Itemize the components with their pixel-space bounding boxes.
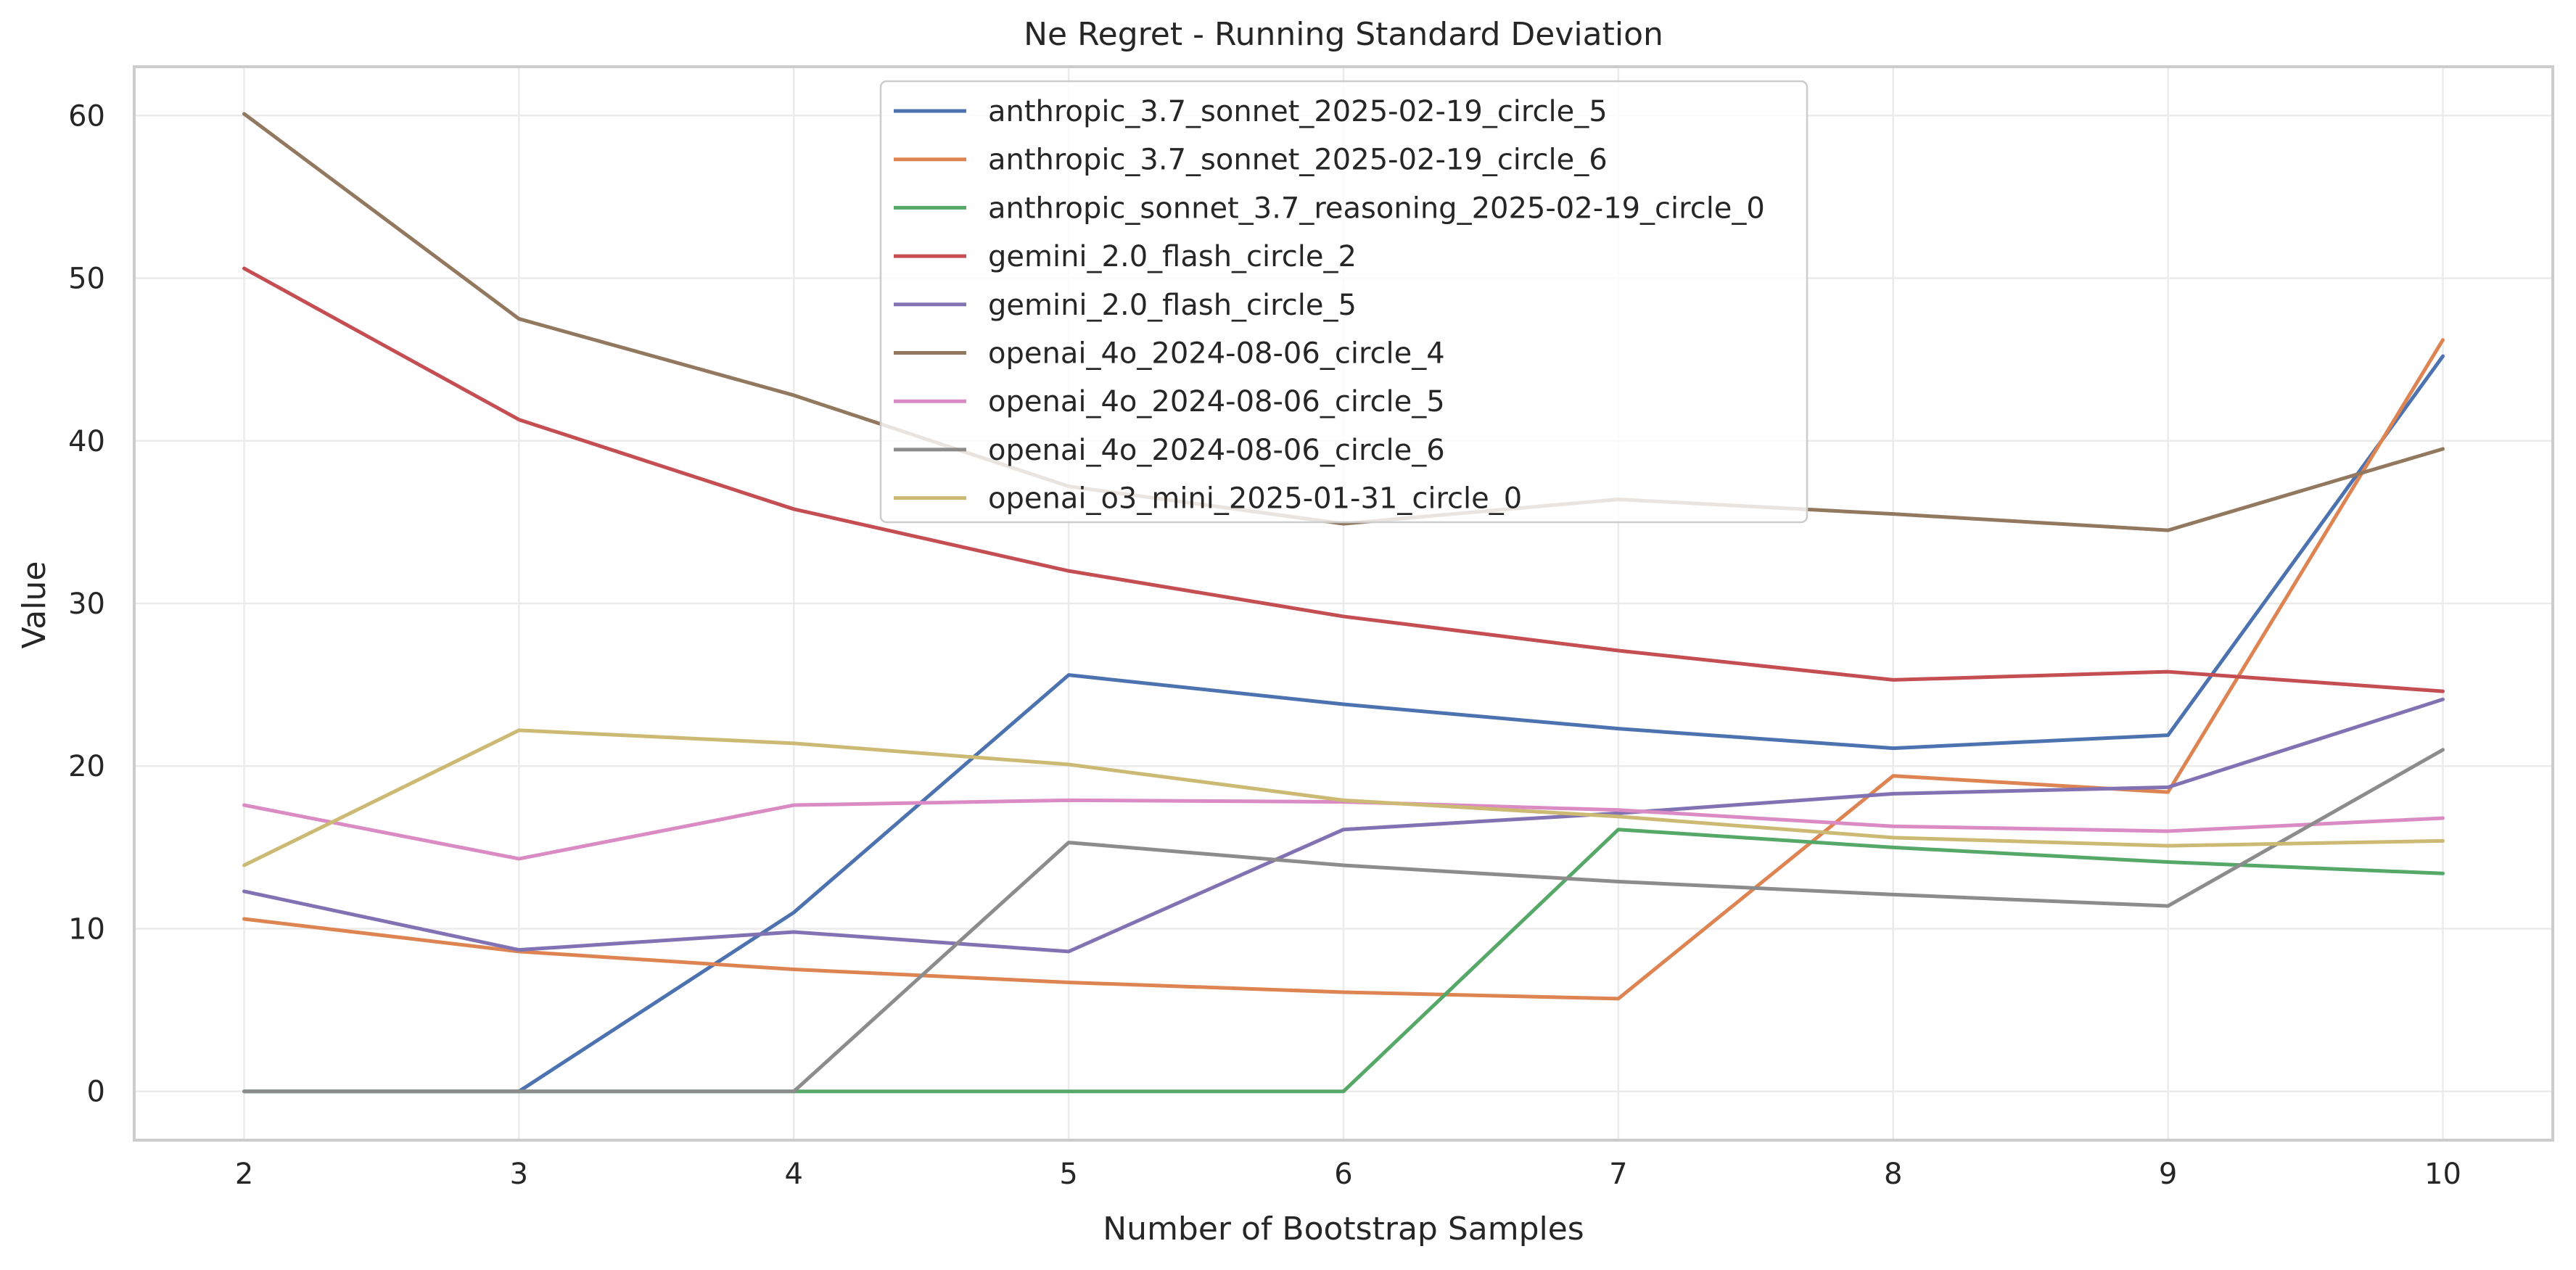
legend: anthropic_3.7_sonnet_2025-02-19_circle_5… xyxy=(879,80,1808,524)
x-tick-label: 4 xyxy=(785,1158,803,1191)
x-tick-label: 2 xyxy=(235,1158,253,1191)
legend-entry-label: anthropic_sonnet_3.7_reasoning_2025-02-1… xyxy=(988,191,1765,225)
y-tick-label: 30 xyxy=(68,587,105,621)
y-axis-label: Value xyxy=(16,561,53,649)
plot-frame xyxy=(133,65,2554,1142)
x-tick-label: 6 xyxy=(1334,1158,1352,1191)
series-line xyxy=(242,697,2445,954)
y-tick-labels: 0 10 20 30 40 50 60 xyxy=(68,99,105,1108)
x-tick-label: 5 xyxy=(1059,1158,1077,1191)
series-line xyxy=(242,354,2445,1094)
x-tick-label: 3 xyxy=(510,1158,528,1191)
x-tick-labels: 2 3 4 5 6 7 8 9 10 xyxy=(235,1158,2461,1191)
legend-entry-label: openai_o3_mini_2025-01-31_circle_0 xyxy=(988,482,1522,516)
y-tick-label: 20 xyxy=(68,750,105,783)
legend-box xyxy=(879,80,1808,524)
legend-entry-label: gemini_2.0_flash_circle_5 xyxy=(988,289,1357,322)
series-line xyxy=(242,266,2445,693)
y-tick-label: 60 xyxy=(68,99,105,133)
x-axis-label: Number of Bootstrap Samples xyxy=(1103,1211,1584,1248)
x-tick-label: 10 xyxy=(2424,1158,2461,1191)
legend-entry-label: gemini_2.0_flash_circle_2 xyxy=(988,240,1357,273)
x-tick-label: 8 xyxy=(1884,1158,1902,1191)
series-line xyxy=(242,338,2445,1001)
series-lines xyxy=(242,112,2445,1094)
series-line xyxy=(242,748,2445,1094)
legend-entry-label: openai_4o_2024-08-06_circle_4 xyxy=(988,337,1445,371)
y-tick-label: 50 xyxy=(68,263,105,296)
legend-entry-label: openai_4o_2024-08-06_circle_5 xyxy=(988,385,1445,418)
legend-entry-label: openai_4o_2024-08-06_circle_6 xyxy=(988,434,1445,467)
x-tick-label: 7 xyxy=(1609,1158,1627,1191)
chart-title: Ne Regret - Running Standard Deviation xyxy=(1024,16,1663,53)
legend-entry-label: anthropic_3.7_sonnet_2025-02-19_circle_5 xyxy=(988,95,1608,128)
y-tick-label: 10 xyxy=(68,912,105,946)
series-line xyxy=(242,112,2445,532)
x-tick-label: 9 xyxy=(2159,1158,2177,1191)
y-tick-label: 0 xyxy=(87,1076,105,1109)
y-tick-label: 40 xyxy=(68,425,105,458)
series-line xyxy=(242,728,2445,867)
legend-entry-label: anthropic_3.7_sonnet_2025-02-19_circle_6 xyxy=(988,144,1608,177)
